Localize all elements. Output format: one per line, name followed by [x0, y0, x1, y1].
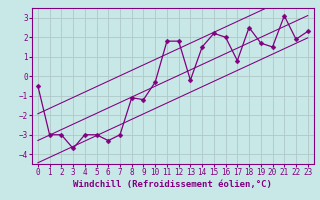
X-axis label: Windchill (Refroidissement éolien,°C): Windchill (Refroidissement éolien,°C): [73, 180, 272, 189]
